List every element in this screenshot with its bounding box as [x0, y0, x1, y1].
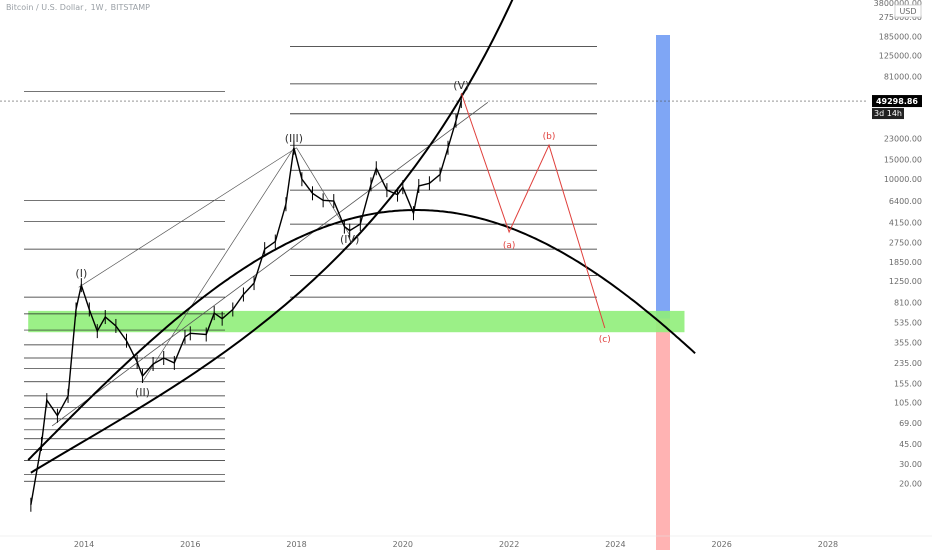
price-tick-label: 15000.00	[884, 155, 922, 164]
price-tick-label: 23000.00	[884, 134, 922, 143]
arc-curve	[28, 210, 695, 460]
time-tick-label: 2018	[286, 540, 306, 549]
chart-symbol: Bitcoin / U.S. Dollar	[6, 3, 83, 12]
price-tick-label: 4150.00	[889, 218, 922, 227]
price-tick-label: 105.00	[894, 398, 922, 407]
projection-label: (a)	[503, 241, 516, 251]
price-tick-label: 6400.00	[889, 197, 922, 206]
time-tick-label: 2014	[74, 540, 94, 549]
projection-path	[461, 93, 605, 328]
price-tick-label: 1250.00	[889, 277, 922, 286]
price-series	[31, 101, 461, 505]
projection-label: (c)	[599, 335, 611, 345]
time-tick-label: 2028	[818, 540, 838, 549]
price-tick-label: 535.00	[894, 319, 922, 328]
title-separator: ,	[104, 3, 111, 12]
trend-line	[142, 148, 293, 382]
title-separator: ,	[83, 3, 90, 12]
chart-title: Bitcoin / U.S. Dollar, 1W, BITSTAMP	[6, 3, 150, 12]
chart-interval[interactable]: 1W	[91, 3, 104, 12]
chart-exchange: BITSTAMP	[111, 3, 150, 12]
price-tick-label: 10000.00	[884, 175, 922, 184]
price-tick-label: 30.00	[899, 460, 922, 469]
projection-bar-upper	[656, 35, 670, 319]
price-tick-label: 45.00	[899, 440, 922, 449]
trend-line	[79, 148, 297, 288]
price-tick-label: 185000.00	[879, 32, 922, 41]
price-tick-label: 20.00	[899, 480, 922, 489]
projection-label: (b)	[543, 132, 556, 142]
growth-curve	[31, 0, 525, 473]
countdown-value: 3d 14h	[874, 109, 902, 118]
time-tick-label: 2024	[605, 540, 625, 549]
wave-label: (III)	[285, 132, 303, 145]
price-tick-label: 81000.00	[884, 73, 922, 82]
trend-line	[52, 102, 488, 426]
price-tick-label: 125000.00	[879, 51, 922, 60]
time-tick-label: 2020	[393, 540, 413, 549]
wave-label: (V)	[453, 79, 469, 92]
price-tick-label: 69.00	[899, 419, 922, 428]
wave-label: (IV)	[340, 233, 359, 246]
price-tick-label: 235.00	[894, 359, 922, 368]
currency-label: USD	[899, 7, 916, 16]
price-tick-label: 1850.00	[889, 258, 922, 267]
wave-label: (II)	[135, 386, 150, 399]
time-tick-label: 2026	[712, 540, 732, 549]
time-tick-label: 2022	[499, 540, 519, 549]
price-tick-label: 810.00	[894, 298, 922, 307]
price-tick-label: 355.00	[894, 339, 922, 348]
projection-bar-lower	[656, 319, 670, 550]
last-price-value: 49298.86	[876, 97, 918, 106]
time-tick-label: 2016	[180, 540, 200, 549]
price-tick-label: 2750.00	[889, 238, 922, 247]
wave-label: (I)	[75, 267, 87, 280]
price-tick-label: 155.00	[894, 379, 922, 388]
